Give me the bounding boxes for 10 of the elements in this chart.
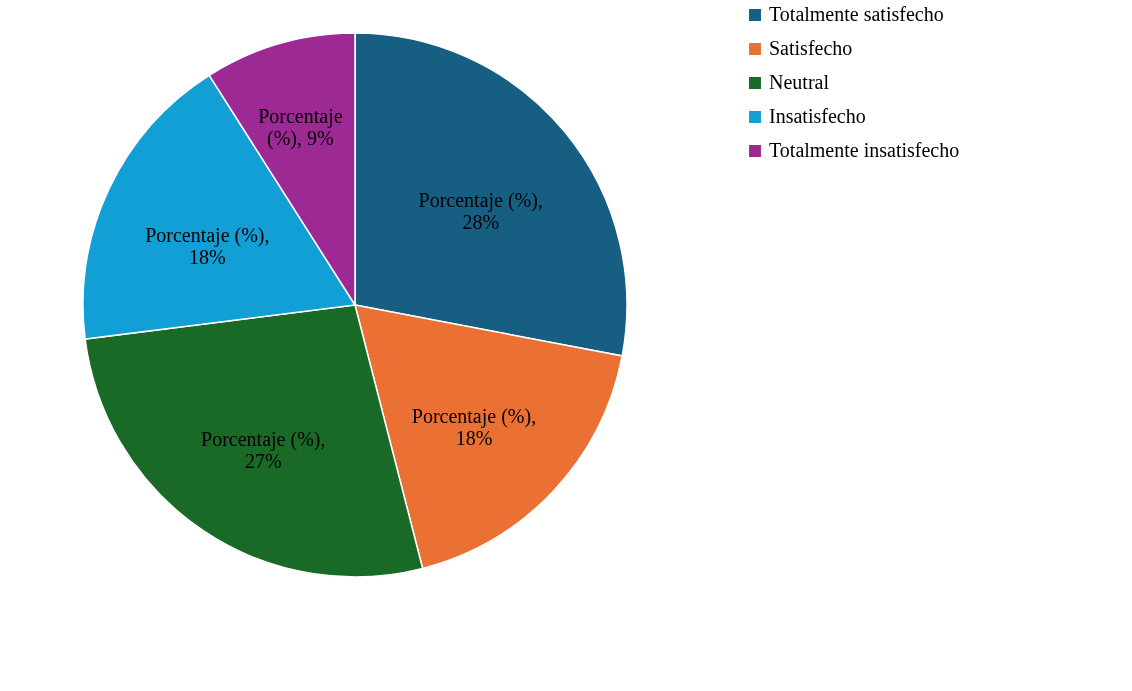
data-label: Porcentaje (%), 18%	[145, 223, 270, 268]
legend-label: Totalmente satisfecho	[769, 3, 944, 25]
data-label: Porcentaje (%), 27%	[201, 427, 326, 472]
legend-label: Satisfecho	[769, 37, 853, 59]
legend-label: Totalmente insatisfecho	[769, 139, 960, 161]
data-label: Porcentaje (%), 9%	[258, 104, 343, 150]
legend-label: Neutral	[769, 71, 830, 93]
data-label: Porcentaje (%), 28%	[418, 188, 543, 233]
data-label: Porcentaje (%), 18%	[411, 404, 537, 449]
legend-label: Insatisfecho	[769, 105, 866, 127]
